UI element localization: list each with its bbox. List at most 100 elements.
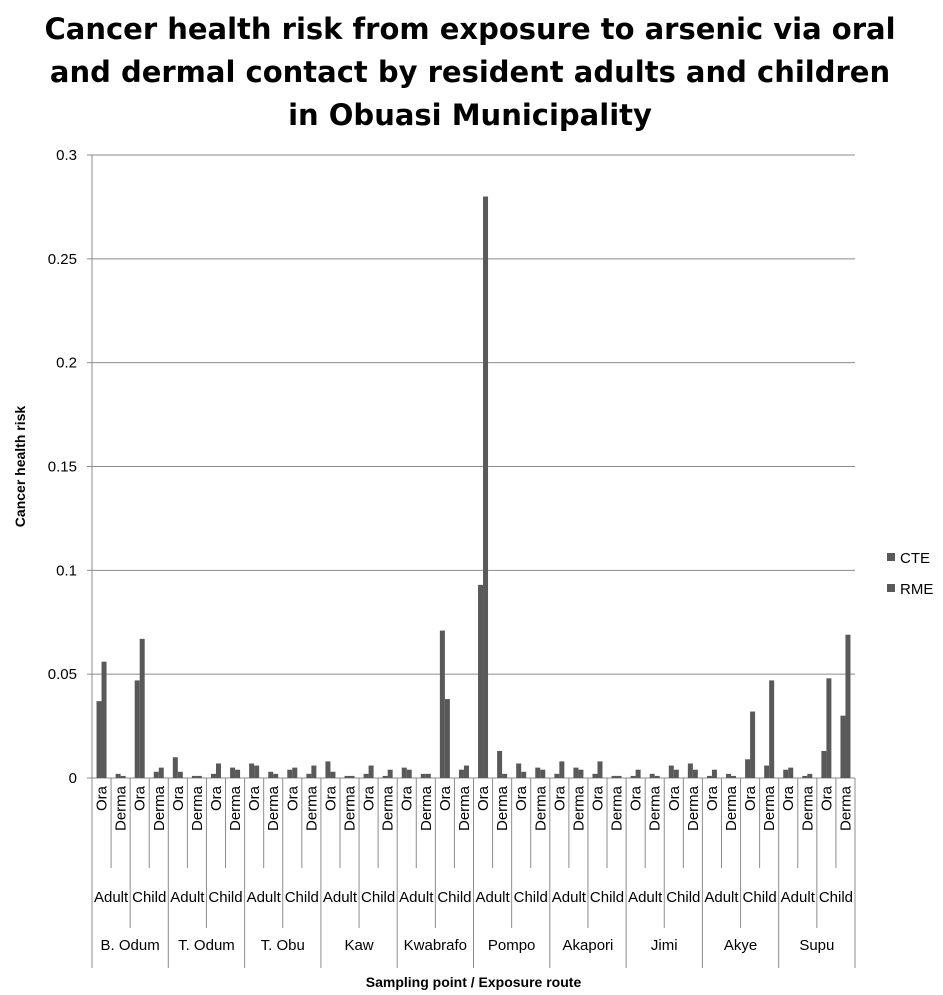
bar-cte	[325, 761, 331, 778]
group-label: Kaw	[344, 937, 373, 954]
route-label: Ora	[437, 785, 454, 811]
route-label: Ora	[132, 785, 149, 811]
bar-rme	[368, 765, 374, 778]
bar-cte	[96, 701, 102, 778]
group-label: B. Odum	[101, 937, 160, 954]
bar-cte	[611, 775, 617, 778]
route-label: Derma	[456, 785, 473, 831]
subgroup-label: Adult	[475, 889, 510, 906]
subgroup-label: Child	[590, 889, 624, 906]
bar-cte	[382, 775, 388, 778]
subgroup-label: Adult	[704, 889, 739, 906]
group-label: Akapori	[563, 937, 614, 954]
y-tick-label: 0.05	[48, 666, 77, 683]
bar-rme	[597, 761, 603, 778]
bar-cte	[592, 773, 598, 778]
bar-cte	[764, 765, 770, 778]
bar-rme	[711, 769, 717, 778]
bar-rme	[826, 678, 832, 778]
chart-title-line-1: Cancer health risk from exposure to arse…	[44, 12, 896, 46]
bar-rme	[521, 771, 527, 778]
y-tick-label: 0.3	[56, 147, 77, 164]
route-label: Derma	[647, 785, 664, 831]
bar-rme	[235, 769, 241, 778]
route-label: Derma	[151, 785, 168, 831]
bar-rme	[654, 775, 660, 778]
route-label: Ora	[208, 785, 225, 811]
route-label: Ora	[399, 785, 416, 811]
bar-cte	[268, 771, 274, 778]
route-label: Derma	[342, 785, 359, 831]
bar-cte	[497, 751, 503, 778]
bar-cte	[439, 630, 445, 778]
bar-cte	[535, 767, 541, 778]
bar-cte	[840, 715, 846, 778]
bar-rme	[463, 765, 469, 778]
bar-rme	[807, 773, 813, 778]
route-label: Ora	[666, 785, 683, 811]
route-label: Ora	[513, 785, 530, 811]
x-axis-title: Sampling point / Exposure route	[366, 974, 582, 990]
y-tick-label: 0.15	[48, 459, 77, 476]
subgroup-label: Child	[437, 889, 471, 906]
bar-cte	[306, 773, 312, 778]
route-label: Derma	[113, 785, 130, 831]
bar-rme	[750, 711, 756, 778]
bar-rme	[578, 769, 584, 778]
route-label: Derma	[570, 785, 587, 831]
route-label: Derma	[609, 785, 626, 831]
legend-swatch-cte	[887, 553, 895, 561]
bar-cte	[458, 769, 464, 778]
route-label: Ora	[94, 785, 111, 811]
route-label: Ora	[704, 785, 721, 811]
route-label: Derma	[265, 785, 282, 831]
subgroup-label: Child	[514, 889, 548, 906]
y-tick-label: 0.25	[48, 251, 77, 268]
route-label: Derma	[418, 785, 435, 831]
group-label: Kwabrafo	[404, 937, 467, 954]
subgroup-label: Adult	[323, 889, 358, 906]
bar-rme	[254, 765, 260, 778]
bar-cte	[573, 767, 579, 778]
subgroup-label: Child	[132, 889, 166, 906]
y-tick-label: 0.2	[56, 355, 77, 372]
subgroup-label: Child	[666, 889, 700, 906]
bar-cte	[191, 775, 197, 778]
bar-rme	[845, 634, 851, 778]
route-label: Derma	[189, 785, 206, 831]
route-label: Derma	[685, 785, 702, 831]
subgroup-label: Adult	[170, 889, 205, 906]
group-label: Supu	[799, 937, 834, 954]
route-label: Ora	[589, 785, 606, 811]
bar-rme	[177, 771, 183, 778]
bar-rme	[731, 775, 737, 778]
bar-rme	[215, 763, 221, 778]
group-label: Pompo	[488, 937, 536, 954]
bar-cte	[420, 773, 426, 778]
bar-rme	[616, 775, 622, 778]
bar-rme	[502, 773, 508, 778]
bar-rme	[330, 771, 336, 778]
route-label: Ora	[246, 785, 263, 811]
legend-label-rme: RME	[900, 581, 933, 598]
bar-rme	[788, 767, 794, 778]
bar-rme	[120, 775, 126, 778]
group-label: Akye	[724, 937, 757, 954]
subgroup-label: Adult	[247, 889, 282, 906]
bar-rme	[311, 765, 317, 778]
route-label: Derma	[837, 785, 854, 831]
route-label: Derma	[723, 785, 740, 831]
bar-cte	[726, 773, 732, 778]
bar-rme	[158, 767, 164, 778]
bar-cte	[401, 767, 407, 778]
y-tick-label: 0.1	[56, 562, 77, 579]
subgroup-label: Child	[208, 889, 242, 906]
bar-cte	[745, 759, 751, 778]
route-label: Derma	[761, 785, 778, 831]
bar-rme	[559, 761, 565, 778]
route-label: Derma	[227, 785, 244, 831]
subgroup-label: Child	[743, 889, 777, 906]
bar-rme	[769, 680, 775, 778]
bar-rme	[101, 661, 107, 778]
